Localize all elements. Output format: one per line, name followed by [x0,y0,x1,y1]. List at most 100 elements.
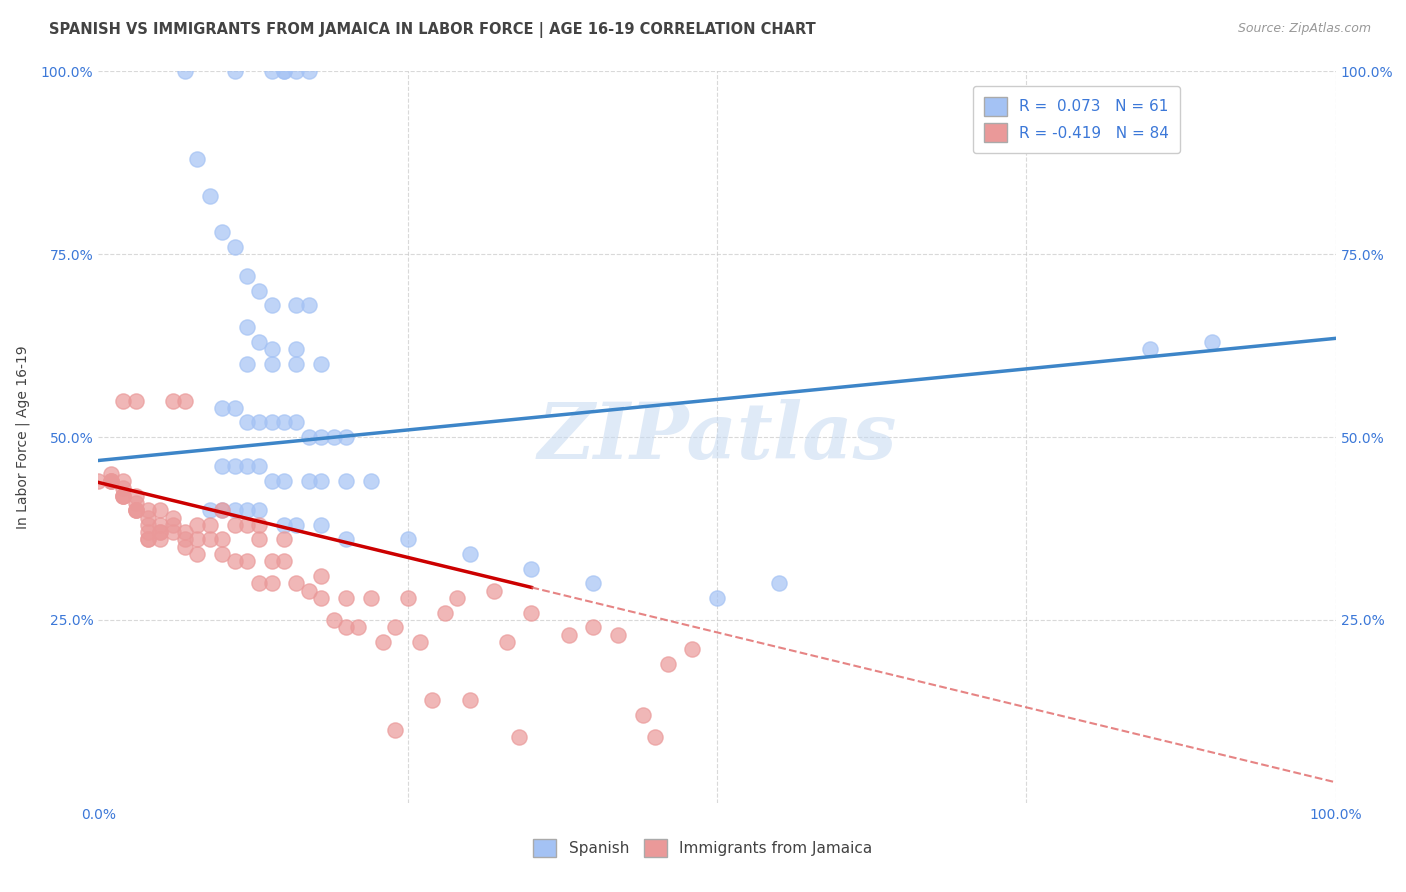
Point [136,525,159,540]
Point [224,64,246,78]
Point [174,533,197,547]
Point [211,459,233,474]
Point [273,416,295,430]
Point [136,510,159,524]
Legend: R =  0.073   N = 61, R = -0.419   N = 84: R = 0.073 N = 61, R = -0.419 N = 84 [973,87,1180,153]
Point [335,620,357,634]
Point [260,343,283,357]
Point [224,517,246,532]
Point [309,591,332,605]
Point [112,474,135,488]
Point [112,489,135,503]
Point [124,393,146,408]
Point [112,489,135,503]
Point [322,613,344,627]
Point [582,576,605,591]
Point [335,533,357,547]
Point [174,64,197,78]
Point [631,708,654,723]
Point [273,554,295,568]
Point [644,730,666,744]
Point [174,540,197,554]
Point [124,503,146,517]
Point [247,416,270,430]
Text: ZIPatlas: ZIPatlas [537,399,897,475]
Legend: Spanish, Immigrants from Jamaica: Spanish, Immigrants from Jamaica [524,830,882,866]
Point [371,635,394,649]
Point [174,393,197,408]
Point [309,517,332,532]
Point [247,576,270,591]
Point [706,591,728,605]
Point [285,64,308,78]
Point [198,533,221,547]
Point [657,657,679,671]
Point [260,416,283,430]
Point [495,635,517,649]
Point [236,554,259,568]
Point [224,554,246,568]
Point [298,583,321,598]
Point [384,723,406,737]
Point [360,591,382,605]
Point [347,620,370,634]
Point [335,430,357,444]
Point [136,503,159,517]
Point [285,517,308,532]
Point [1201,334,1223,349]
Point [768,576,790,591]
Point [298,430,321,444]
Point [124,489,146,503]
Point [247,334,270,349]
Point [224,459,246,474]
Point [422,693,444,707]
Point [285,298,308,312]
Point [162,510,184,524]
Point [211,401,233,415]
Point [136,517,159,532]
Point [273,64,295,78]
Point [260,474,283,488]
Point [681,642,703,657]
Point [211,503,233,517]
Point [236,517,259,532]
Point [260,64,283,78]
Y-axis label: In Labor Force | Age 16-19: In Labor Force | Age 16-19 [15,345,30,529]
Point [309,474,332,488]
Point [247,517,270,532]
Point [112,393,135,408]
Point [285,416,308,430]
Point [236,320,259,334]
Point [186,517,208,532]
Point [335,474,357,488]
Point [149,517,172,532]
Point [100,474,122,488]
Point [508,730,530,744]
Point [260,554,283,568]
Point [224,401,246,415]
Point [211,533,233,547]
Point [236,416,259,430]
Point [236,357,259,371]
Point [236,269,259,284]
Point [186,533,208,547]
Point [458,547,481,561]
Point [247,284,270,298]
Point [247,503,270,517]
Point [322,430,344,444]
Point [520,606,543,620]
Point [186,547,208,561]
Point [136,533,159,547]
Point [273,517,295,532]
Point [149,533,172,547]
Point [87,474,110,488]
Point [112,481,135,495]
Point [149,525,172,540]
Point [100,474,122,488]
Point [149,525,172,540]
Point [298,474,321,488]
Point [162,393,184,408]
Point [335,591,357,605]
Point [236,459,259,474]
Point [124,496,146,510]
